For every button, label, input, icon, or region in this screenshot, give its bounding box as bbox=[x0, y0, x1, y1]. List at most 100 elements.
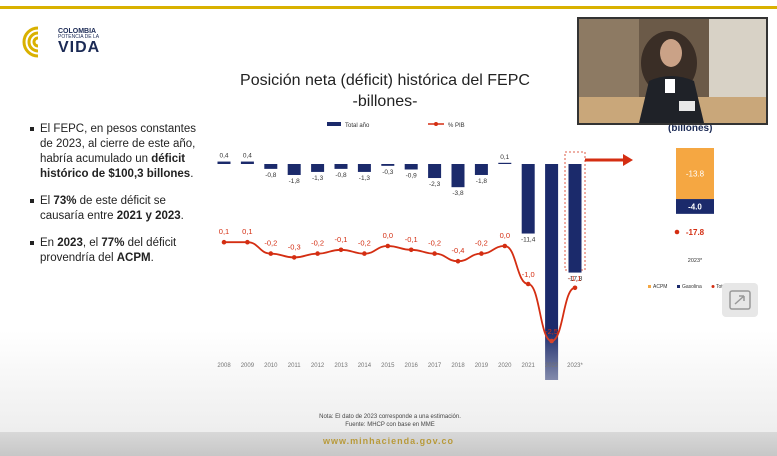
bar-label: -17,8 bbox=[568, 276, 583, 283]
bar bbox=[240, 161, 254, 164]
bar bbox=[287, 164, 301, 175]
side-bar-acpm bbox=[676, 148, 714, 200]
bullet-text: El FEPC, en pesos constantes de 2023, al… bbox=[40, 122, 200, 182]
bullet-text: El 73% de este déficit se causaría entre… bbox=[40, 194, 200, 224]
line-label: -0,2 bbox=[428, 239, 441, 248]
bar bbox=[474, 164, 488, 175]
side-legend-total-swatch bbox=[711, 285, 715, 288]
bar bbox=[311, 164, 325, 172]
pib-point bbox=[385, 243, 391, 249]
bar bbox=[428, 164, 442, 179]
accent-bar bbox=[0, 6, 777, 9]
bar-label: 0,4 bbox=[219, 153, 228, 160]
logo-line1: COLOMBIA bbox=[58, 28, 97, 35]
pib-point bbox=[432, 251, 437, 256]
pib-point bbox=[362, 251, 367, 256]
line-label: -0,2 bbox=[311, 239, 324, 248]
side-legend-total: Total bbox=[716, 284, 727, 290]
bar-label: -0,3 bbox=[382, 169, 394, 176]
line-label: -0,3 bbox=[288, 242, 301, 251]
bar-label: -1,3 bbox=[359, 175, 371, 182]
pib-point bbox=[245, 239, 250, 245]
title-line2: -billones- bbox=[352, 93, 418, 110]
bullet-emphasis: déficit histórico de $100,3 billones bbox=[40, 153, 191, 180]
side-label-gasolina: -4.0 bbox=[688, 202, 702, 211]
bullet-emphasis: 2023 bbox=[57, 237, 83, 249]
legend-swatch-total bbox=[327, 122, 341, 126]
side-bar-gasolina bbox=[676, 199, 714, 214]
pib-point bbox=[408, 247, 414, 253]
line-label: 0,1 bbox=[242, 227, 252, 236]
line-label: 0,0 bbox=[500, 231, 510, 240]
side-total-label: -17.8 bbox=[686, 228, 705, 237]
side-legend-acpm: ACPM bbox=[653, 284, 667, 290]
bullet-fragment: del déficit provendría del bbox=[40, 237, 177, 264]
pib-point bbox=[315, 251, 320, 256]
bar-label: -0,9 bbox=[406, 172, 418, 179]
bullet-emphasis: 2021 y 2023 bbox=[116, 210, 181, 222]
footer-url: www.minhacienda.gov.co bbox=[322, 436, 455, 446]
pib-point bbox=[338, 247, 344, 253]
bullet-fragment: . bbox=[180, 210, 184, 222]
bar bbox=[357, 164, 371, 172]
line-label: -0,1 bbox=[335, 235, 348, 244]
pib-point bbox=[291, 255, 297, 260]
bar bbox=[521, 164, 535, 234]
line-label: -0,2 bbox=[358, 239, 371, 248]
bullet-dot-icon bbox=[30, 127, 34, 131]
note-line2: Fuente: MHCP con base en MME bbox=[345, 422, 435, 428]
bullet-text: En 2023, el 77% del déficit provendría d… bbox=[40, 236, 200, 266]
bar-label: -2,3 bbox=[429, 181, 441, 188]
bullet-list: El FEPC, en pesos constantes de 2023, al… bbox=[30, 122, 200, 278]
note-line1: Nota: El dato de 2023 corresponde a una … bbox=[319, 414, 461, 420]
bar-label: -1,8 bbox=[476, 178, 488, 185]
bar bbox=[404, 164, 418, 170]
bullet-dot-icon bbox=[30, 241, 34, 245]
side-chart: -13.8 -4.0 -17.8 2023* ACPM Gasolina Total bbox=[648, 148, 727, 290]
bar-label: 0,1 bbox=[500, 154, 509, 161]
pib-point bbox=[455, 258, 461, 264]
legend-label-total: Total año bbox=[345, 123, 370, 129]
pib-line bbox=[224, 241, 576, 342]
bullet-dot-icon bbox=[30, 199, 34, 203]
logo: COLOMBIA POTENCIA DE LA VIDA bbox=[22, 26, 100, 58]
chart-note: Nota: El dato de 2023 corresponde a una … bbox=[300, 413, 480, 429]
bullet-fragment: . bbox=[190, 168, 194, 180]
line-label: -0,2 bbox=[475, 239, 488, 248]
slide-title: Posición neta (déficit) histórica del FE… bbox=[225, 70, 545, 112]
bar-label: -1,3 bbox=[312, 175, 324, 182]
bar bbox=[264, 164, 278, 169]
bullet-fragment: El FEPC, en pesos constantes de 2023, al… bbox=[40, 123, 196, 165]
logo-line2: POTENCIA DE LA bbox=[58, 34, 100, 40]
line-label: -1,1 bbox=[569, 274, 582, 283]
bottom-fade bbox=[0, 330, 777, 432]
bullet-fragment: de este déficit se causaría entre bbox=[40, 195, 166, 222]
bar bbox=[545, 164, 559, 380]
line-label: 0,1 bbox=[219, 227, 229, 236]
bullet-emphasis: ACPM bbox=[116, 252, 151, 264]
bullet-fragment: En bbox=[40, 237, 58, 249]
title-line1: Posición neta (déficit) histórica del FE… bbox=[240, 72, 530, 89]
bullet-item: En 2023, el 77% del déficit provendría d… bbox=[30, 236, 200, 266]
bar-label: -3,8 bbox=[452, 190, 464, 197]
bar bbox=[381, 164, 395, 166]
side-legend-gasolina-swatch bbox=[677, 285, 680, 288]
side-total-point bbox=[674, 229, 680, 235]
side-year-label: 2023* bbox=[688, 258, 703, 264]
screen-share-button[interactable] bbox=[722, 283, 758, 317]
logo-mark-icon bbox=[22, 26, 39, 58]
line-label: -1,0 bbox=[522, 270, 535, 279]
bar-label: -0,8 bbox=[265, 172, 277, 179]
pib-point bbox=[525, 281, 531, 287]
pib-point bbox=[502, 243, 508, 249]
presenter-image bbox=[579, 19, 766, 123]
line-label: -0,1 bbox=[405, 235, 418, 244]
bullet-emphasis: 73% bbox=[53, 195, 77, 207]
video-thumbnail[interactable] bbox=[577, 17, 768, 125]
bar-label: -11,4 bbox=[521, 237, 536, 244]
bullet-item: El 73% de este déficit se causaría entre… bbox=[30, 194, 200, 224]
legend-label-pib: % PIB bbox=[448, 123, 465, 129]
side-chart-title: (billones) bbox=[668, 123, 713, 134]
bar bbox=[217, 161, 231, 164]
